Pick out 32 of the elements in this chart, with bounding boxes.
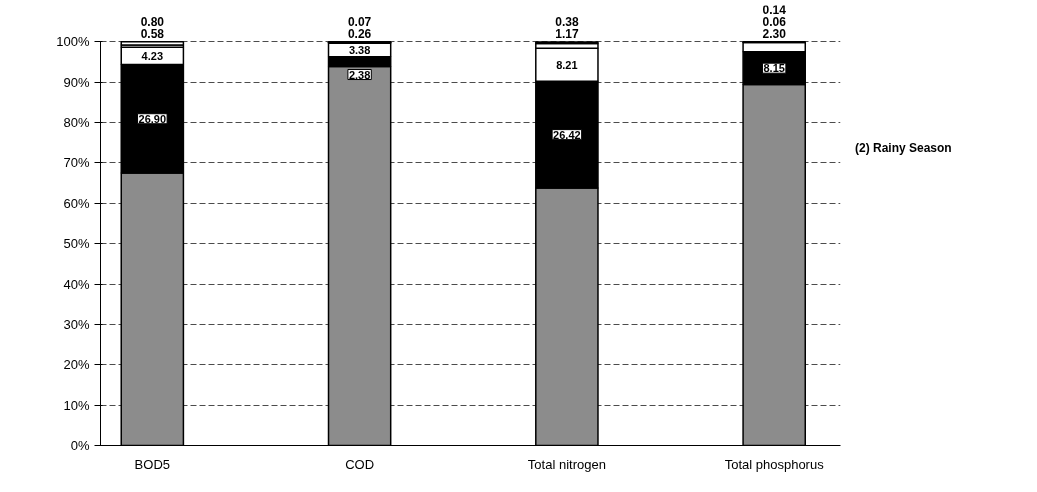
y-tick-label: 90%: [63, 74, 90, 90]
x-tick-label: Total nitrogen: [527, 456, 606, 472]
data-label: 1.17: [555, 26, 579, 41]
data-label: 0.26: [347, 26, 372, 41]
y-tick-label: 10%: [63, 397, 90, 413]
data-label: 0.06: [762, 14, 787, 29]
data-label: 3.38: [348, 44, 371, 57]
x-tick-label: COD: [345, 456, 375, 472]
data-label: 0.58: [140, 26, 165, 41]
data-label: 0.38: [555, 14, 579, 29]
data-label: 2.30: [762, 26, 787, 41]
y-tick-label: 20%: [63, 357, 90, 373]
data-label: 8.15: [763, 62, 785, 75]
data-label: 26.42: [553, 128, 581, 141]
data-label: 8.21: [556, 58, 578, 71]
y-tick-label: 30%: [63, 316, 90, 332]
y-tick-label: 0%: [70, 438, 90, 453]
data-label: 26.90: [138, 112, 167, 125]
data-label: 2.38: [348, 68, 371, 81]
x-tick-label: BOD5: [134, 456, 171, 472]
y-tick-label: 100%: [56, 34, 90, 50]
text: (2) Rainy Season: [855, 140, 952, 157]
y-tick-label: 60%: [63, 195, 90, 211]
y-tick-label: 70%: [63, 155, 90, 171]
data-label: 0.80: [140, 14, 165, 29]
x-tick-label: Total phosphorus: [724, 456, 825, 472]
y-tick-label: 50%: [63, 236, 90, 252]
y-tick-label: 80%: [63, 115, 90, 131]
data-label: 0.07: [347, 14, 372, 29]
data-label: 4.23: [141, 49, 164, 62]
y-tick-label: 40%: [63, 276, 90, 292]
data-label: 0.14: [762, 2, 787, 17]
